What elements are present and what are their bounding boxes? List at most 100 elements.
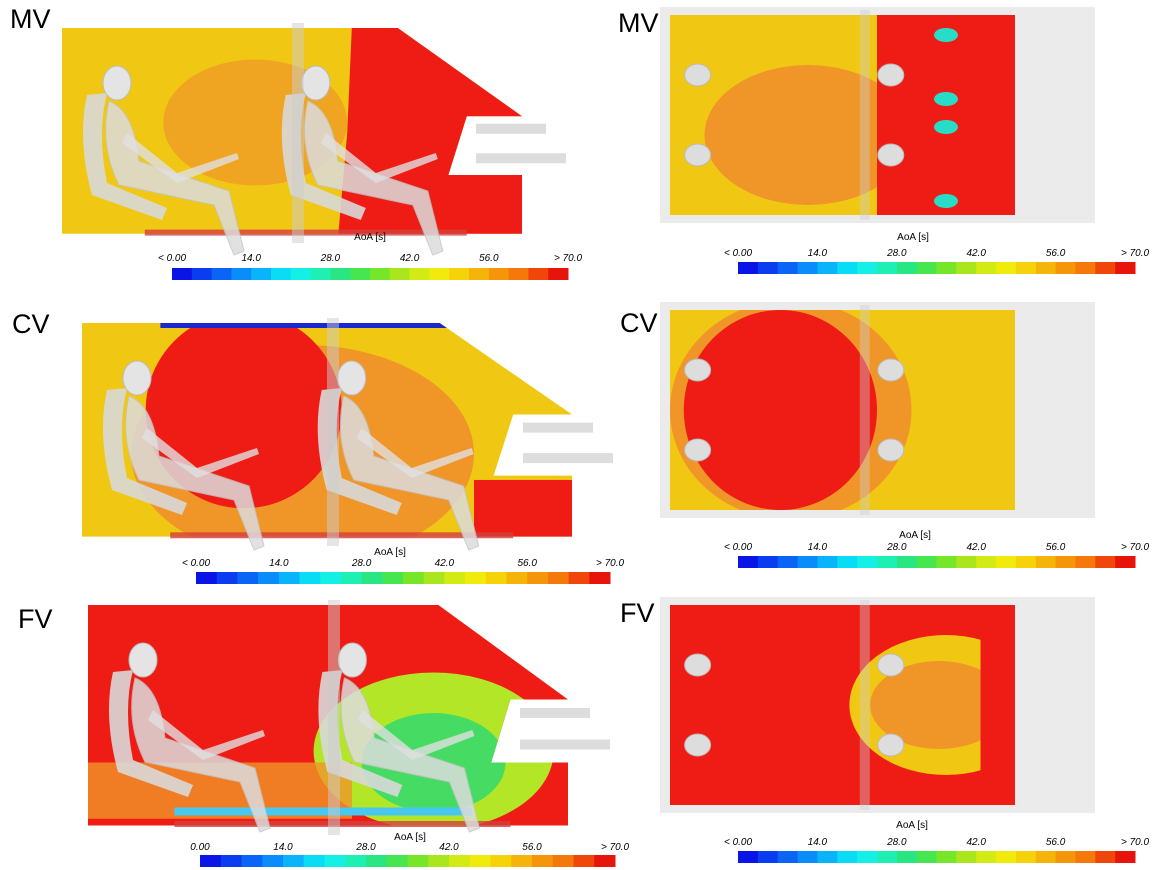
colorbar-segment — [200, 855, 222, 867]
colorbar-segment — [797, 262, 818, 274]
colorbar-segment — [340, 572, 363, 584]
colorbar-tick: 28.0 — [886, 248, 907, 259]
field — [934, 120, 958, 134]
colorbar-segment — [876, 262, 898, 274]
head — [122, 360, 152, 396]
colorbar-segment — [1035, 556, 1057, 568]
colorbar-segment — [976, 851, 997, 863]
panel-label: FV — [18, 604, 53, 634]
colorbar-segment — [1115, 556, 1136, 568]
colorbar-tick: 42.0 — [400, 253, 420, 264]
colorbar-segment — [876, 851, 898, 863]
colorbar-tick: 56.0 — [479, 253, 499, 264]
head — [877, 358, 905, 382]
colorbar-segment — [220, 855, 242, 867]
colorbar-tick: 56.0 — [1046, 837, 1066, 848]
colorbar-tick: 28.0 — [351, 558, 372, 569]
colorbar-segment — [996, 262, 1017, 274]
colorbar-segment — [1055, 556, 1076, 568]
colorbar-segment — [485, 572, 507, 584]
colorbar-tick: 14.0 — [808, 837, 828, 848]
colorbar-tick: 14.0 — [269, 558, 289, 569]
seat — [83, 93, 167, 220]
colorbar-segment — [956, 262, 977, 274]
head — [128, 642, 158, 678]
colorbar-tick: 28.0 — [886, 837, 907, 848]
colorbar-segment — [817, 851, 838, 863]
divider — [859, 600, 870, 810]
colorbar-segment — [817, 262, 838, 274]
field — [704, 65, 912, 205]
head — [684, 733, 712, 757]
panel-label: FV — [620, 598, 655, 628]
head — [877, 438, 905, 462]
head — [877, 63, 905, 87]
colorbar-segment — [506, 572, 528, 584]
field — [683, 310, 878, 510]
colorbar-tick: 14.0 — [808, 248, 828, 259]
colorbar-segment — [211, 268, 232, 280]
head — [684, 63, 712, 87]
head — [684, 653, 712, 677]
colorbar-tick: < 0.00 — [724, 542, 753, 553]
colorbar-tick: 0.00 — [190, 842, 210, 853]
arm — [148, 710, 265, 760]
colorbar-segment — [1055, 262, 1076, 274]
head — [877, 733, 905, 757]
colorbar-tick: < 0.00 — [182, 558, 211, 569]
colorbar-segment — [797, 556, 818, 568]
colorbar-segment — [896, 556, 918, 568]
panel — [62, 23, 566, 256]
colorbar-segment — [299, 572, 321, 584]
field — [145, 323, 342, 509]
colorbar-tick: 56.0 — [1046, 542, 1066, 553]
colorbar-segment — [857, 556, 878, 568]
field — [474, 479, 572, 537]
colorbar-segment — [1015, 851, 1037, 863]
colorbar-tick: > 70.0 — [596, 558, 625, 569]
colorbar-segment — [283, 855, 305, 867]
colorbar-segment — [797, 851, 818, 863]
panel — [660, 7, 1095, 223]
head — [877, 653, 905, 677]
duct — [476, 123, 566, 164]
colorbar-title: AoA [s] — [899, 530, 931, 541]
panel-label: CV — [620, 308, 658, 338]
colorbar-segment — [1095, 262, 1116, 274]
colorbar-segment — [1035, 262, 1057, 274]
colorbar-tick: 42.0 — [439, 842, 459, 853]
field — [870, 661, 1009, 749]
colorbar-segment — [237, 572, 259, 584]
colorbar-segment — [1075, 851, 1096, 863]
colorbar-tick: 14.0 — [808, 542, 828, 553]
colorbar-segment — [251, 268, 272, 280]
colorbar-segment — [857, 851, 878, 863]
colorbar-tick: 42.0 — [966, 248, 986, 259]
colorbar-segment — [817, 556, 838, 568]
duct — [520, 708, 610, 750]
colorbar-tick: 14.0 — [273, 842, 293, 853]
colorbar-segment — [777, 262, 799, 274]
colorbar-segment — [916, 851, 937, 863]
colorbar-segment — [547, 572, 570, 584]
colorbar-segment — [916, 262, 937, 274]
colorbar-segment — [837, 262, 858, 274]
colorbar-segment — [511, 855, 533, 867]
colorbar-segment — [837, 556, 858, 568]
colorbar-segment — [310, 268, 331, 280]
colorbar-segment — [1095, 851, 1116, 863]
head — [684, 358, 712, 382]
colorbar-segment — [589, 572, 611, 584]
divider — [859, 10, 870, 220]
colorbar-tick: > 70.0 — [1121, 248, 1150, 259]
colorbar-tick: < 0.00 — [158, 253, 187, 264]
divider — [292, 23, 304, 243]
colorbar-segment — [290, 268, 312, 280]
arm — [122, 133, 239, 183]
head — [337, 360, 367, 396]
colorbar-tick: 42.0 — [966, 542, 986, 553]
inlet — [174, 807, 472, 816]
colorbar-title: AoA [s] — [374, 547, 406, 558]
colorbar-segment — [241, 855, 263, 867]
colorbar-segment — [548, 268, 569, 280]
